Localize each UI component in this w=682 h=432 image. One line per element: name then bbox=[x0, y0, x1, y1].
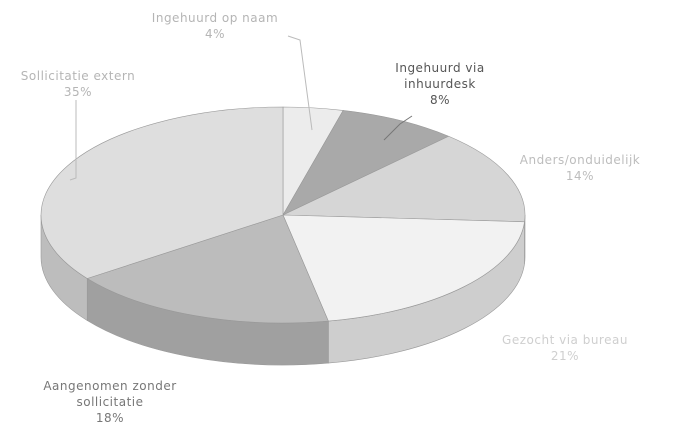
slice-label: Anders/onduidelijk 14% bbox=[505, 152, 655, 184]
pie-slice bbox=[86, 214, 329, 324]
slice-label: Sollicitatie extern 35% bbox=[3, 68, 153, 100]
category-name: Ingehuurd op naam bbox=[151, 11, 279, 25]
leader-line bbox=[287, 35, 313, 131]
value-label: 35% bbox=[63, 85, 93, 99]
value-label: 4% bbox=[204, 27, 226, 41]
pie-slice bbox=[282, 110, 450, 216]
category-name: Gezocht via bureau bbox=[502, 333, 628, 347]
category-name: Ingehuurd via inhuurdesk bbox=[395, 61, 485, 91]
value-label: 8% bbox=[429, 93, 451, 107]
leader-line bbox=[69, 100, 77, 181]
value-label: 21% bbox=[550, 349, 580, 363]
slice-label: Ingehuurd op naam 4% bbox=[120, 10, 310, 42]
value-label: 18% bbox=[95, 411, 125, 425]
slice-label: Ingehuurd via inhuurdesk 8% bbox=[375, 60, 505, 108]
category-name: Anders/onduidelijk bbox=[519, 153, 641, 167]
leader-line bbox=[383, 115, 413, 141]
pie-slice bbox=[40, 106, 284, 279]
category-name: Aangenomen zonder sollicitatie bbox=[43, 379, 177, 409]
slice-label: Aangenomen zonder sollicitatie 18% bbox=[35, 378, 185, 426]
value-label: 14% bbox=[565, 169, 595, 183]
pie-slice bbox=[282, 135, 526, 223]
slice-label: Gezocht via bureau 21% bbox=[480, 332, 650, 364]
pie-slice bbox=[282, 214, 525, 322]
category-name: Sollicitatie extern bbox=[20, 69, 136, 83]
